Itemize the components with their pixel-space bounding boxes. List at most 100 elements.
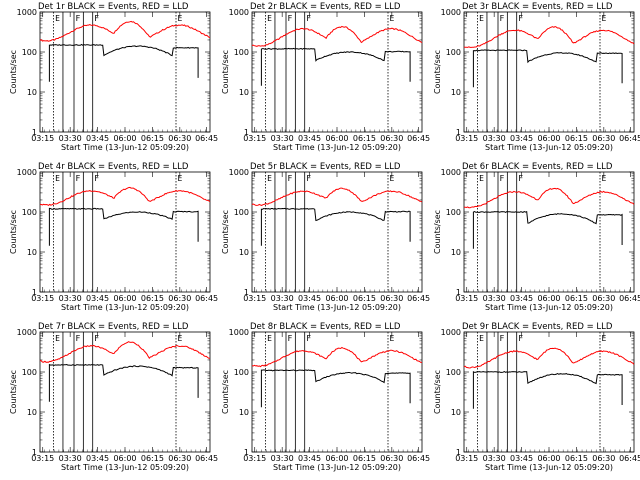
- plot-frame: [39, 11, 211, 133]
- x-tick-label: 03:30: [483, 134, 506, 143]
- x-tick-label: 06:00: [325, 134, 348, 143]
- x-tick-label: 03:15: [455, 454, 478, 463]
- y-tick-label: 10: [27, 88, 37, 97]
- events-series-line: [260, 47, 411, 86]
- y-tick-label: 100: [22, 368, 37, 377]
- y-tick-label: 1000: [229, 328, 249, 337]
- x-axis-label: Start Time (13-Jun-12 05:09:20): [273, 303, 401, 312]
- plot-title: Det 3r BLACK = Events, RED = LLD: [462, 2, 613, 12]
- x-axis-label: Start Time (13-Jun-12 05:09:20): [485, 143, 613, 152]
- y-axis-label: Counts/sec: [221, 370, 230, 414]
- x-axis-label: Start Time (13-Jun-12 05:09:20): [485, 463, 613, 472]
- lld-series-line: [463, 187, 635, 209]
- y-tick-label: 1000: [17, 8, 37, 17]
- lld-series-line: [463, 347, 635, 369]
- events-series-line: [48, 207, 199, 246]
- y-axis-label: Counts/sec: [221, 50, 230, 94]
- y-tick-label: 1: [244, 448, 249, 457]
- x-axis-label: Start Time (13-Jun-12 05:09:20): [273, 143, 401, 152]
- flag-label: E: [479, 174, 484, 183]
- flag-label: F: [288, 174, 293, 183]
- flag-label: F: [306, 334, 311, 343]
- flag-label: F: [76, 14, 81, 23]
- flag-label: E: [390, 14, 395, 23]
- x-axis-label: Start Time (13-Jun-12 05:09:20): [61, 303, 189, 312]
- x-axis-label: Start Time (13-Jun-12 05:09:20): [61, 463, 189, 472]
- x-axis-label: Start Time (13-Jun-12 05:09:20): [61, 143, 189, 152]
- flag-label: F: [306, 14, 311, 23]
- lld-series-line: [251, 346, 422, 368]
- x-tick-label: 03:30: [483, 454, 506, 463]
- x-tick-label: 03:45: [510, 134, 533, 143]
- x-tick-label: 03:30: [271, 134, 294, 143]
- flag-label: F: [288, 14, 293, 23]
- y-tick-label: 10: [451, 408, 461, 417]
- y-tick-label: 10: [239, 248, 249, 257]
- flag-label: E: [55, 14, 60, 23]
- panel-det-7: Det 7r BLACK = Events, RED = LLD 1 10 100 10…: [9, 322, 218, 472]
- y-tick-label: 1000: [441, 328, 461, 337]
- x-tick-label: 03:15: [455, 294, 478, 303]
- y-tick-label: 100: [22, 48, 37, 57]
- x-tick-label: 06:45: [195, 294, 218, 303]
- flag-label: E: [178, 174, 183, 183]
- x-tick-label: 03:30: [59, 294, 82, 303]
- x-tick-label: 06:45: [407, 454, 430, 463]
- panel-det-1: Det 1r BLACK = Events, RED = LLD 1 10 100 10…: [9, 2, 218, 152]
- x-tick-label: 03:45: [86, 294, 109, 303]
- plot-frame: [463, 331, 635, 453]
- flag-label: E: [602, 174, 607, 183]
- y-tick-label: 1000: [229, 8, 249, 17]
- x-tick-label: 06:15: [141, 294, 164, 303]
- x-tick-label: 03:15: [455, 134, 478, 143]
- plot-title: Det 8r BLACK = Events, RED = LLD: [250, 322, 401, 332]
- y-axis-label: Counts/sec: [9, 50, 18, 94]
- y-tick-label: 10: [239, 88, 249, 97]
- x-tick-label: 06:30: [168, 454, 191, 463]
- y-tick-label: 100: [446, 48, 461, 57]
- x-tick-label: 06:45: [407, 134, 430, 143]
- y-tick-label: 10: [27, 408, 37, 417]
- x-tick-label: 06:15: [565, 294, 588, 303]
- x-tick-label: 06:00: [537, 294, 560, 303]
- plot-title: Det 2r BLACK = Events, RED = LLD: [250, 2, 401, 12]
- flag-label: E: [602, 334, 607, 343]
- x-tick-label: 03:30: [483, 294, 506, 303]
- plot-frame: [251, 331, 423, 453]
- flag-label: F: [500, 14, 505, 23]
- x-tick-label: 06:00: [537, 134, 560, 143]
- flag-label: E: [178, 334, 183, 343]
- flag-label: F: [518, 334, 523, 343]
- y-tick-label: 100: [234, 48, 249, 57]
- events-series-line: [48, 43, 199, 82]
- x-tick-label: 06:45: [407, 294, 430, 303]
- y-tick-label: 1000: [17, 328, 37, 337]
- x-tick-label: 03:15: [243, 294, 266, 303]
- x-tick-label: 06:30: [168, 134, 191, 143]
- y-tick-label: 1: [456, 288, 461, 297]
- x-tick-label: 06:15: [141, 454, 164, 463]
- x-tick-label: 03:45: [510, 294, 533, 303]
- x-tick-label: 03:15: [243, 454, 266, 463]
- plot-title: Det 4r BLACK = Events, RED = LLD: [38, 162, 189, 172]
- flag-label: E: [267, 14, 272, 23]
- y-tick-label: 1: [456, 128, 461, 137]
- plot-title: Det 9r BLACK = Events, RED = LLD: [462, 322, 613, 332]
- y-axis-label: Counts/sec: [433, 370, 442, 414]
- panel-det-5: Det 5r BLACK = Events, RED = LLD 1 10 100 10…: [221, 162, 430, 312]
- y-tick-label: 1000: [441, 8, 461, 17]
- y-tick-label: 100: [234, 208, 249, 217]
- y-tick-label: 10: [451, 248, 461, 257]
- flag-label: E: [267, 174, 272, 183]
- y-tick-label: 1: [244, 288, 249, 297]
- flag-label: F: [76, 334, 81, 343]
- y-tick-label: 100: [446, 368, 461, 377]
- x-tick-label: 06:00: [113, 454, 136, 463]
- flag-label: F: [518, 174, 523, 183]
- x-tick-label: 06:15: [141, 134, 164, 143]
- y-tick-label: 1: [244, 128, 249, 137]
- y-tick-label: 100: [22, 208, 37, 217]
- y-tick-label: 10: [27, 248, 37, 257]
